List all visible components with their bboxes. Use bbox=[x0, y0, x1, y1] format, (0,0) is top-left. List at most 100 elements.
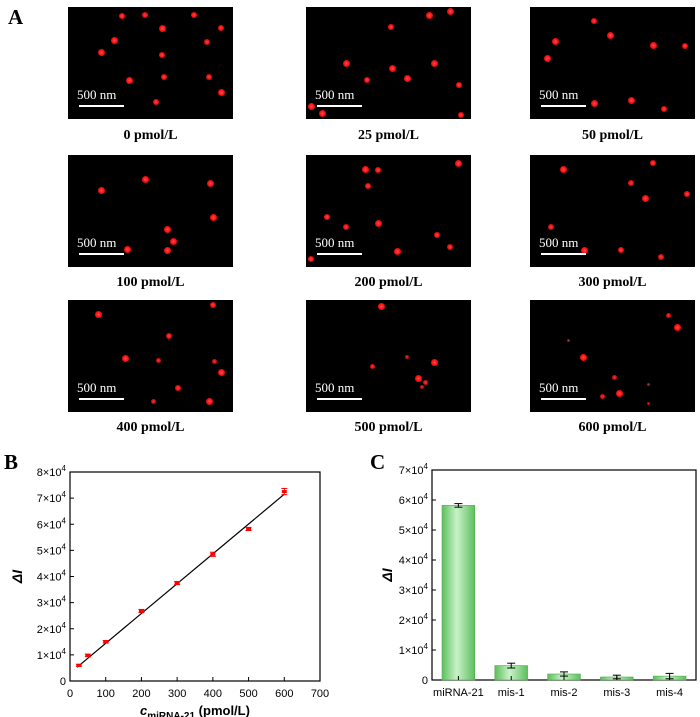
x-tick-label: 300 bbox=[168, 688, 186, 700]
fluorescent-spot bbox=[119, 13, 125, 19]
plot-frame bbox=[69, 471, 321, 682]
y-tick-label: 5×104 bbox=[37, 542, 67, 557]
scale-bar-label: 500 nm bbox=[77, 235, 117, 250]
y-tick-label: 6×104 bbox=[37, 516, 67, 531]
fluorescent-spot bbox=[426, 12, 433, 19]
fluorescent-spot bbox=[447, 8, 454, 15]
fluorescent-spot bbox=[319, 110, 326, 117]
fluorescent-spot bbox=[447, 244, 453, 250]
fluorescent-spot bbox=[628, 97, 635, 104]
data-point bbox=[103, 640, 109, 644]
y-tick-label: 4×104 bbox=[37, 569, 67, 584]
y-tick-label: 0 bbox=[422, 675, 428, 687]
fluorescent-spot bbox=[364, 77, 370, 83]
x-tick-label: 200 bbox=[132, 688, 150, 700]
panel-a-letter: A bbox=[8, 5, 24, 29]
fluorescent-spot bbox=[164, 226, 171, 233]
y-tick-label: 1×104 bbox=[399, 642, 429, 657]
fluorescent-spot bbox=[98, 187, 105, 194]
x-tick-label: mis-4 bbox=[656, 687, 683, 699]
fluorescent-spot bbox=[404, 75, 411, 82]
fluorescent-spot bbox=[560, 166, 567, 173]
fluorescent-spot bbox=[423, 380, 428, 385]
fluorescent-spot bbox=[142, 12, 148, 18]
fluorescent-spot bbox=[362, 166, 369, 173]
fluorescent-spot bbox=[191, 12, 197, 18]
fluorescent-spot bbox=[153, 99, 159, 105]
panel-b-letter: B bbox=[4, 450, 19, 474]
fluorescent-spot bbox=[370, 364, 375, 369]
x-tick-label: mis-3 bbox=[603, 687, 630, 699]
fluorescent-spot bbox=[567, 339, 570, 342]
y-tick-label: 3×104 bbox=[399, 582, 429, 597]
fluorescent-spot bbox=[618, 247, 624, 253]
fluorescent-spot bbox=[455, 160, 462, 167]
fluorescent-spot bbox=[175, 385, 181, 391]
x-axis-label: cmiRNA-21 (pmol/L) bbox=[140, 703, 250, 717]
scale-bar bbox=[317, 398, 362, 400]
scale-bar bbox=[79, 105, 124, 107]
fluorescent-spot bbox=[204, 39, 210, 45]
fluorescent-spot bbox=[431, 359, 438, 366]
fluorescent-spot bbox=[98, 49, 105, 56]
y-tick-label: 2×104 bbox=[399, 612, 429, 627]
fluorescent-spot bbox=[616, 390, 623, 397]
y-axis-label: ΔI bbox=[379, 567, 395, 582]
scale-bar-label: 500 nm bbox=[315, 87, 355, 102]
data-point bbox=[76, 663, 82, 667]
fluorescent-spot bbox=[111, 37, 118, 44]
fluorescent-spot bbox=[642, 195, 649, 202]
fluorescent-spot bbox=[420, 385, 424, 389]
fluorescent-spot bbox=[122, 355, 129, 362]
fluorescent-spot bbox=[156, 358, 161, 363]
fluorescent-spot bbox=[210, 214, 217, 221]
micrograph-1: 500 nm bbox=[68, 7, 233, 119]
micrograph-label: 100 pmol/L bbox=[116, 275, 185, 290]
fluorescent-spot bbox=[658, 254, 664, 260]
fluorescent-spot bbox=[388, 24, 394, 30]
fluorescent-spot bbox=[591, 100, 598, 107]
y-tick-label: 7×104 bbox=[37, 490, 67, 505]
x-tick-label: mis-1 bbox=[498, 687, 525, 699]
bar bbox=[441, 505, 476, 681]
fluorescent-spot bbox=[308, 103, 315, 110]
fluorescent-spot bbox=[684, 191, 690, 197]
fluorescent-spot bbox=[365, 183, 371, 189]
fluorescent-spot bbox=[126, 77, 133, 84]
fluorescent-spot bbox=[581, 247, 588, 254]
scale-bar bbox=[541, 253, 586, 255]
scale-bar-label: 500 nm bbox=[539, 380, 579, 395]
fluorescent-spot bbox=[647, 402, 650, 405]
scale-bar-label: 500 nm bbox=[539, 87, 579, 102]
y-tick-label: 5×104 bbox=[399, 522, 429, 537]
fluorescent-spot bbox=[95, 311, 102, 318]
fluorescent-spot bbox=[682, 43, 688, 49]
scale-bar-label: 500 nm bbox=[539, 235, 579, 250]
fluorescent-spot bbox=[456, 82, 462, 88]
fluorescent-spot bbox=[405, 355, 409, 359]
micrograph-label: 600 pmol/L bbox=[578, 420, 647, 435]
scale-bar-label: 500 nm bbox=[315, 380, 355, 395]
fluorescent-spot bbox=[166, 333, 172, 339]
fluorescent-spot bbox=[666, 313, 671, 318]
fluorescent-spot bbox=[142, 176, 149, 183]
data-point bbox=[138, 609, 144, 613]
fluorescent-spot bbox=[389, 65, 396, 72]
x-tick-label: 0 bbox=[67, 688, 73, 700]
y-tick-label: 4×104 bbox=[399, 552, 429, 567]
data-point bbox=[85, 653, 91, 657]
fluorescent-spot bbox=[431, 60, 438, 67]
fluorescent-spot bbox=[206, 74, 212, 80]
y-tick-label: 3×104 bbox=[37, 595, 67, 610]
data-point bbox=[210, 552, 216, 556]
scale-bar bbox=[79, 253, 124, 255]
scale-bar bbox=[541, 398, 586, 400]
fluorescent-spot bbox=[458, 112, 464, 118]
micrograph-9: 500 nm bbox=[530, 300, 695, 412]
micrograph-2: 500 nm bbox=[306, 7, 471, 119]
y-tick-label: 6×104 bbox=[399, 492, 429, 507]
chart-c-selectivity: 0 1×104 2×104 3×104 4×104 5×104 6×104 7×104 miRN… bbox=[379, 462, 697, 699]
scale-bar bbox=[541, 105, 586, 107]
data-point bbox=[246, 527, 252, 531]
fluorescent-spot bbox=[159, 52, 165, 58]
